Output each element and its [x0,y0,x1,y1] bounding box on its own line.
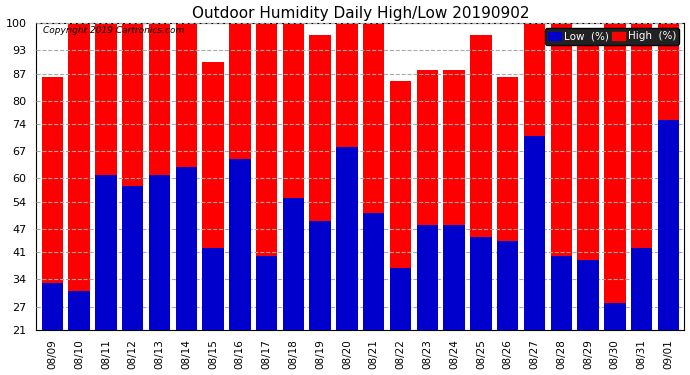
Bar [122,23,144,330]
Bar [68,23,90,330]
Bar [175,167,197,330]
Bar [604,23,626,330]
Bar [578,35,599,330]
Bar [41,283,63,330]
Bar [658,23,679,330]
Bar [524,136,545,330]
Bar [524,23,545,330]
Bar [444,70,465,330]
Bar [202,248,224,330]
Bar [149,23,170,330]
Bar [390,268,411,330]
Bar [310,221,331,330]
Bar [283,198,304,330]
Bar [390,81,411,330]
Legend: Low  (%), High  (%): Low (%), High (%) [545,28,679,45]
Bar [310,35,331,330]
Bar [229,159,250,330]
Title: Outdoor Humidity Daily High/Low 20190902: Outdoor Humidity Daily High/Low 20190902 [192,6,529,21]
Bar [578,260,599,330]
Bar [631,23,652,330]
Bar [631,248,652,330]
Bar [336,23,357,330]
Bar [175,23,197,330]
Bar [604,303,626,330]
Bar [41,78,63,330]
Bar [95,174,117,330]
Bar [149,174,170,330]
Bar [95,23,117,330]
Bar [658,120,679,330]
Bar [497,240,518,330]
Bar [68,291,90,330]
Bar [551,23,572,330]
Bar [202,62,224,330]
Bar [417,225,438,330]
Bar [122,186,144,330]
Bar [444,225,465,330]
Bar [256,256,277,330]
Bar [363,213,384,330]
Bar [551,256,572,330]
Bar [470,237,491,330]
Bar [336,147,357,330]
Bar [363,23,384,330]
Text: Copyright 2019 Cartronics.com: Copyright 2019 Cartronics.com [43,26,184,35]
Bar [470,35,491,330]
Bar [417,70,438,330]
Bar [229,23,250,330]
Bar [497,78,518,330]
Bar [283,23,304,330]
Bar [256,23,277,330]
